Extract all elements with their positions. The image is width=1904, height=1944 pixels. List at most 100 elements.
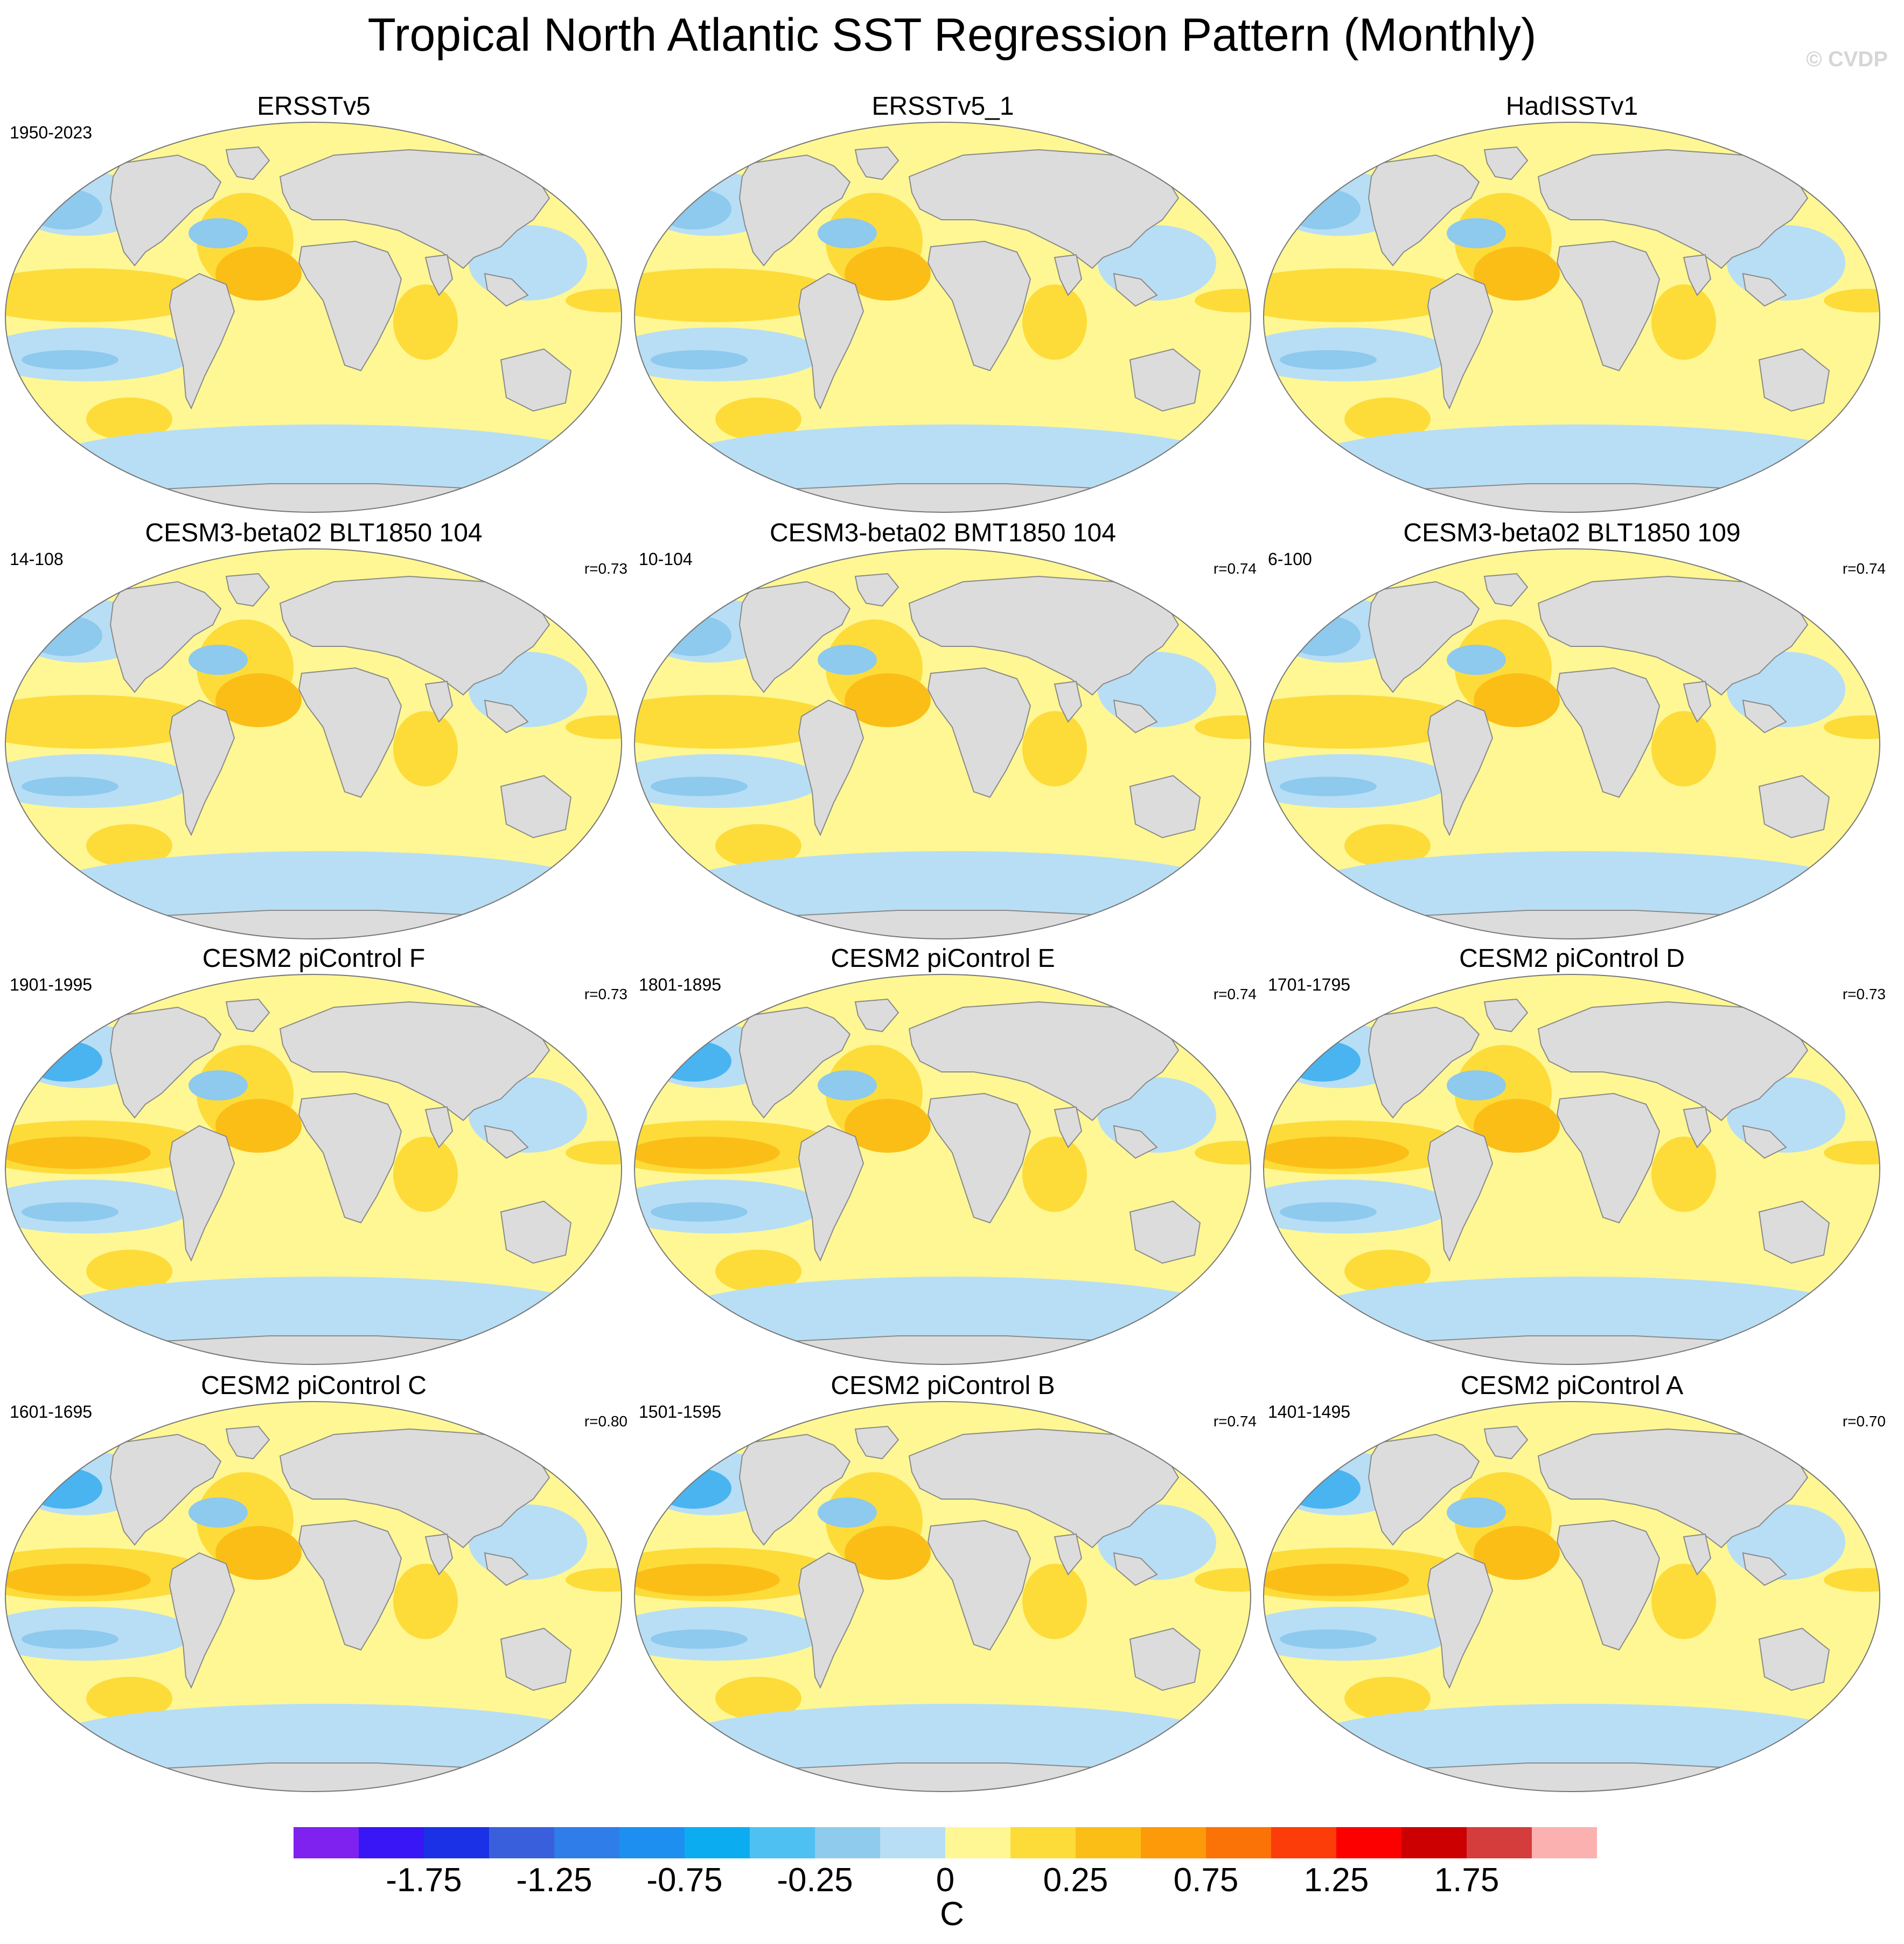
india <box>1683 254 1712 296</box>
south-pacific-core <box>651 1629 748 1649</box>
colorbar-swatch <box>1076 1827 1141 1858</box>
dateline-warm <box>1195 715 1251 739</box>
australia <box>500 775 572 839</box>
north-pacific-core <box>656 1041 731 1082</box>
colorbar-swatch <box>750 1827 815 1858</box>
north-america <box>1368 1006 1480 1119</box>
dateline-warm <box>566 1141 622 1165</box>
panel-period: 14-108 <box>10 549 64 569</box>
india <box>1054 680 1083 723</box>
south-america <box>798 273 864 410</box>
tropical-atlantic-core <box>1474 1099 1560 1153</box>
panel-period: 1901-1995 <box>10 975 93 994</box>
tropical-atlantic-core <box>845 1526 931 1580</box>
colorbar-swatch <box>685 1827 750 1858</box>
south-pacific-warm <box>86 1250 172 1293</box>
southern-ocean-cool <box>43 1277 603 1352</box>
australia <box>1758 348 1830 412</box>
southern-ocean-cool <box>43 1704 603 1779</box>
south-pacific-core <box>1280 350 1377 370</box>
dateline-warm <box>566 1568 622 1592</box>
map-panel: ERSSTv5_1 <box>629 92 1257 517</box>
panel-correlation: r=0.73 <box>584 986 627 1002</box>
south-pacific-core <box>651 1202 748 1222</box>
colorbar-swatch <box>554 1827 619 1858</box>
indian-ocean-warm <box>1651 1137 1716 1212</box>
indian-ocean-warm <box>393 284 458 360</box>
map-panel: CESM3-beta02 BLT1850 104 14-108 r=0.73 <box>0 518 627 944</box>
map-outline <box>634 1401 1251 1792</box>
north-pacific-core <box>1285 1468 1361 1509</box>
panel-title: CESM2 piControl D <box>1459 944 1685 973</box>
africa <box>1556 240 1661 372</box>
map-panel: ERSSTv5 1950-2023 <box>0 92 627 517</box>
southern-ocean-cool <box>43 851 603 926</box>
india <box>424 680 454 723</box>
colorbar-tick-label: 0.75 <box>1173 1862 1239 1899</box>
panel-title: ERSSTv5 <box>257 92 371 121</box>
colorbar-swatch <box>1010 1827 1076 1858</box>
north-pacific-core <box>27 1468 102 1509</box>
map-outline <box>634 122 1251 513</box>
panel-period: 10-104 <box>639 549 693 569</box>
panel-period: 1501-1595 <box>639 1402 722 1422</box>
colorbar-tick-label: -1.75 <box>386 1862 462 1899</box>
map-panel: CESM2 piControl F 1901-1995 r=0.73 <box>0 944 627 1369</box>
tropical-pacific-core <box>5 1564 151 1596</box>
southeast-asia <box>1742 699 1787 734</box>
map-outline <box>634 974 1251 1365</box>
india <box>1054 1106 1083 1148</box>
australia <box>1129 775 1201 839</box>
south-america <box>798 1125 864 1262</box>
north-america <box>738 154 851 267</box>
south-pacific-warm <box>86 1677 172 1720</box>
greenland <box>1483 1425 1529 1460</box>
southeast-asia <box>1113 699 1158 734</box>
map-outline <box>1263 548 1880 939</box>
gulf-stream-cool <box>818 218 877 248</box>
colorbar-swatch <box>1141 1827 1206 1858</box>
africa <box>1556 667 1661 798</box>
tropical-pacific-core <box>1264 1137 1409 1169</box>
panel-period: 1701-1795 <box>1268 975 1351 994</box>
north-america <box>738 1433 851 1546</box>
panel-correlation: r=0.74 <box>1842 560 1886 577</box>
india <box>1054 1533 1083 1576</box>
africa <box>298 240 402 372</box>
dateline-warm <box>1195 289 1251 312</box>
panel-title: CESM3-beta02 BLT1850 109 <box>1403 519 1741 547</box>
panel-period: 1801-1895 <box>639 975 722 994</box>
south-pacific-core <box>651 350 748 370</box>
india <box>1683 1106 1712 1148</box>
colorbar-swatch <box>619 1827 685 1858</box>
india <box>1683 680 1712 723</box>
south-america <box>798 1552 864 1689</box>
map-panel: CESM3-beta02 BMT1850 104 10-104 r=0.74 <box>629 518 1257 944</box>
indian-ocean-warm <box>1651 284 1716 360</box>
southeast-asia <box>1742 273 1787 307</box>
tropical-atlantic-core <box>215 1099 302 1153</box>
panel-period: 1401-1495 <box>1268 1402 1351 1422</box>
gulf-stream-cool <box>189 1070 248 1100</box>
south-america <box>1427 699 1494 837</box>
indian-ocean-warm <box>393 711 458 786</box>
dateline-warm <box>1195 1141 1251 1165</box>
colorbar-tick-label: 1.75 <box>1434 1862 1500 1899</box>
map-panel: CESM2 piControl E 1801-1895 r=0.74 <box>629 944 1257 1369</box>
india <box>424 1533 454 1576</box>
panel-period: 6-100 <box>1268 549 1312 569</box>
south-america <box>1427 1552 1494 1689</box>
southeast-asia <box>1113 1125 1158 1159</box>
colorbar-swatch <box>815 1827 880 1858</box>
panel-title: CESM2 piControl C <box>201 1371 427 1400</box>
indian-ocean-warm <box>1022 1564 1087 1639</box>
south-pacific-warm <box>715 398 801 441</box>
greenland <box>1483 573 1529 607</box>
colorbar-swatch <box>1401 1827 1467 1858</box>
tropical-pacific-core <box>634 1564 780 1596</box>
gulf-stream-cool <box>818 1497 877 1528</box>
map-outline <box>5 122 622 513</box>
south-pacific-warm <box>86 398 172 441</box>
southeast-asia <box>484 699 529 734</box>
map-outline <box>5 1401 622 1792</box>
